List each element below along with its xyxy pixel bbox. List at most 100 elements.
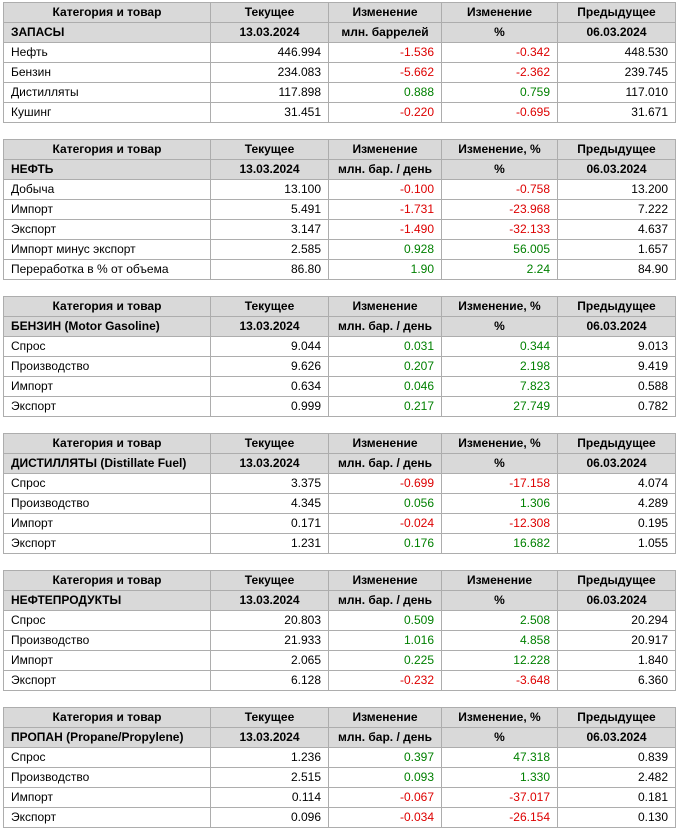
column-header: Изменение (328, 139, 442, 160)
category-cell: Переработка в % от объема (3, 259, 211, 280)
current-value-cell: 1.231 (210, 533, 329, 554)
previous-value-cell: 9.419 (557, 356, 676, 377)
change-percent-cell: 12.228 (441, 650, 558, 671)
table-row: Экспорт 0.999 0.217 27.749 0.782 (3, 396, 676, 417)
previous-value-cell: 117.010 (557, 82, 676, 103)
current-value-cell: 234.083 (210, 62, 329, 83)
current-value-cell: 9.044 (210, 336, 329, 357)
change-value-cell: -0.699 (328, 473, 442, 494)
column-header: Изменение (328, 707, 442, 728)
category-cell: Бензин (3, 62, 211, 83)
change-unit: млн. бар. / день (328, 590, 442, 611)
category-cell: Производство (3, 767, 211, 788)
current-value-cell: 446.994 (210, 42, 329, 63)
table-subheader-row: ДИСТИЛЛЯТЫ (Distillate Fuel) 13.03.2024 мл… (3, 453, 676, 474)
change-percent-cell: 2.24 (441, 259, 558, 280)
column-header-row: Категория и товар Текущее Изменение Изменен… (3, 570, 676, 591)
column-header: Изменение (328, 296, 442, 317)
table-zapasy: Категория и товар Текущее Изменение Изменен… (3, 2, 676, 123)
table-row: Спрос 1.236 0.397 47.318 0.839 (3, 747, 676, 768)
previous-date: 06.03.2024 (557, 316, 676, 337)
column-header: Предыдущее (557, 2, 676, 23)
change-percent-cell: 16.682 (441, 533, 558, 554)
current-date: 13.03.2024 (210, 22, 329, 43)
table-row: Экспорт 1.231 0.176 16.682 1.055 (3, 533, 676, 554)
change-percent-cell: -0.695 (441, 102, 558, 123)
change-percent-cell: 2.508 (441, 610, 558, 631)
current-value-cell: 3.375 (210, 473, 329, 494)
current-date: 13.03.2024 (210, 590, 329, 611)
category-cell: Импорт (3, 376, 211, 397)
table-propan: Категория и товар Текущее Изменение Изменен… (3, 707, 676, 828)
previous-date: 06.03.2024 (557, 453, 676, 474)
change-percent-cell: 0.759 (441, 82, 558, 103)
table-row: Импорт 0.171 -0.024 -12.308 0.195 (3, 513, 676, 534)
previous-value-cell: 0.130 (557, 807, 676, 828)
table-row: Нефть 446.994 -1.536 -0.342 448.530 (3, 42, 676, 63)
column-header: Изменение (328, 2, 442, 23)
column-header: Категория и товар (3, 296, 211, 317)
previous-value-cell: 2.482 (557, 767, 676, 788)
column-header: Текущее (210, 433, 329, 454)
table-row: Производство 21.933 1.016 4.858 20.917 (3, 630, 676, 651)
change-value-cell: 0.207 (328, 356, 442, 377)
table-row: Кушинг 31.451 -0.220 -0.695 31.671 (3, 102, 676, 123)
column-header: Изменение (441, 570, 558, 591)
change-percent-cell: -17.158 (441, 473, 558, 494)
change-percent-cell: 2.198 (441, 356, 558, 377)
change-value-cell: 0.176 (328, 533, 442, 554)
current-value-cell: 5.491 (210, 199, 329, 220)
column-header: Текущее (210, 2, 329, 23)
change-percent-cell: -37.017 (441, 787, 558, 808)
column-header-row: Категория и товар Текущее Изменение Изменен… (3, 707, 676, 728)
column-header: Изменение (441, 2, 558, 23)
table-row: Дистилляты 117.898 0.888 0.759 117.010 (3, 82, 676, 103)
table-row: Спрос 20.803 0.509 2.508 20.294 (3, 610, 676, 631)
current-value-cell: 0.634 (210, 376, 329, 397)
change-unit: млн. бар. / день (328, 159, 442, 180)
category-cell: Экспорт (3, 533, 211, 554)
column-header: Текущее (210, 707, 329, 728)
column-header: Текущее (210, 570, 329, 591)
previous-value-cell: 4.637 (557, 219, 676, 240)
change-percent-cell: -0.342 (441, 42, 558, 63)
change-value-cell: 0.928 (328, 239, 442, 260)
column-header: Категория и товар (3, 139, 211, 160)
previous-value-cell: 1.840 (557, 650, 676, 671)
table-title: ПРОПАН (Propane/Propylene) (3, 727, 211, 748)
current-value-cell: 31.451 (210, 102, 329, 123)
category-cell: Нефть (3, 42, 211, 63)
table-subheader-row: ПРОПАН (Propane/Propylene) 13.03.2024 млн.… (3, 727, 676, 748)
current-value-cell: 0.096 (210, 807, 329, 828)
current-value-cell: 0.114 (210, 787, 329, 808)
previous-value-cell: 1.657 (557, 239, 676, 260)
column-header: Изменение, % (441, 707, 558, 728)
change-percent-cell: -2.362 (441, 62, 558, 83)
previous-value-cell: 7.222 (557, 199, 676, 220)
table-row: Бензин 234.083 -5.662 -2.362 239.745 (3, 62, 676, 83)
table-row: Импорт 5.491 -1.731 -23.968 7.222 (3, 199, 676, 220)
previous-value-cell: 6.360 (557, 670, 676, 691)
previous-value-cell: 4.074 (557, 473, 676, 494)
column-header-row: Категория и товар Текущее Изменение Изменен… (3, 296, 676, 317)
change-value-cell: 0.056 (328, 493, 442, 514)
column-header: Изменение (328, 570, 442, 591)
current-value-cell: 0.999 (210, 396, 329, 417)
change-value-cell: -0.067 (328, 787, 442, 808)
table-title: НЕФТЬ (3, 159, 211, 180)
column-header: Предыдущее (557, 296, 676, 317)
category-cell: Импорт минус экспорт (3, 239, 211, 260)
change-value-cell: 0.509 (328, 610, 442, 631)
previous-value-cell: 0.782 (557, 396, 676, 417)
table-title: НЕФТЕПРОДУКТЫ (3, 590, 211, 611)
change-value-cell: -1.536 (328, 42, 442, 63)
category-cell: Спрос (3, 610, 211, 631)
change-value-cell: -0.034 (328, 807, 442, 828)
table-title: ДИСТИЛЛЯТЫ (Distillate Fuel) (3, 453, 211, 474)
change-percent-cell: 27.749 (441, 396, 558, 417)
change-percent-cell: -23.968 (441, 199, 558, 220)
change-percent-cell: 1.306 (441, 493, 558, 514)
category-cell: Производство (3, 630, 211, 651)
column-header-row: Категория и товар Текущее Изменение Изменен… (3, 139, 676, 160)
